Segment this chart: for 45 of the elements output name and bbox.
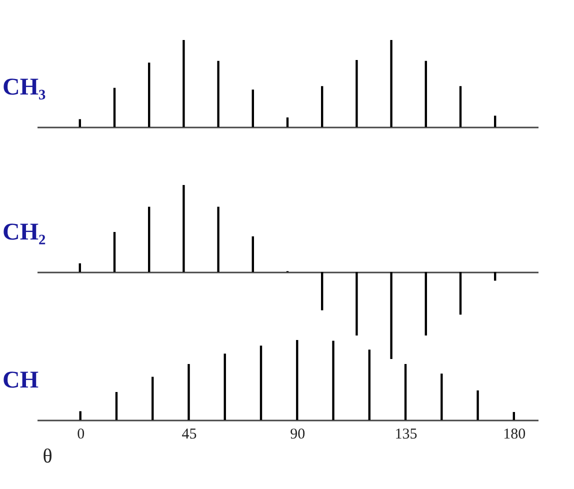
bar — [217, 206, 220, 272]
bar — [252, 90, 254, 127]
bar — [321, 272, 324, 310]
y-axis-title: CH — [2, 368, 39, 394]
bar — [148, 206, 150, 272]
bar — [182, 185, 185, 272]
bar — [321, 86, 324, 127]
bar — [424, 60, 427, 127]
bar — [148, 62, 150, 127]
bar — [494, 116, 496, 127]
bar — [404, 364, 407, 420]
bar — [113, 232, 116, 272]
bar — [440, 374, 443, 420]
bar — [113, 88, 116, 127]
bar — [332, 340, 334, 420]
bar — [296, 340, 298, 420]
bar — [390, 40, 392, 127]
bar — [390, 272, 392, 359]
bar — [356, 272, 358, 336]
bar — [260, 346, 262, 420]
bar — [78, 119, 82, 127]
x-tick-label: 90 — [290, 426, 306, 442]
bar — [115, 392, 118, 420]
bar — [188, 364, 190, 420]
bar — [476, 390, 479, 420]
bar — [459, 86, 462, 127]
bar — [512, 412, 516, 420]
x-tick-label: 45 — [182, 426, 197, 442]
bar — [368, 350, 370, 420]
x-tick-label: 135 — [394, 426, 418, 442]
y-axis-title: CH₃ — [2, 74, 46, 100]
y-axis-title: CH₂ — [2, 220, 46, 246]
x-tick-label: 0 — [77, 426, 85, 442]
bar — [424, 272, 427, 336]
bar — [224, 354, 226, 420]
bar — [182, 40, 185, 127]
bar — [286, 117, 289, 127]
bar — [79, 411, 82, 420]
bar — [217, 60, 220, 127]
bar — [152, 376, 154, 420]
x-tick-label: 180 — [503, 426, 526, 442]
bar — [252, 236, 254, 272]
bar — [459, 272, 462, 315]
x-axis-title: θ — [42, 446, 52, 468]
bar — [356, 60, 358, 127]
